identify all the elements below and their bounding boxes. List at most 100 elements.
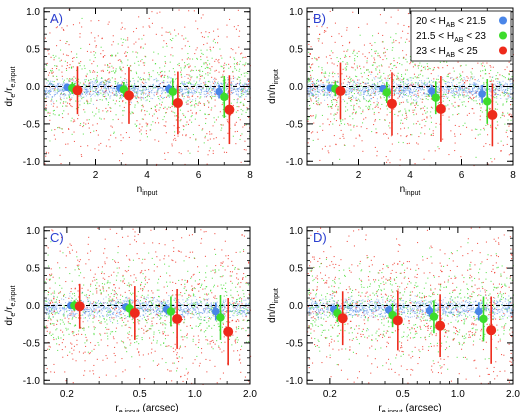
point-bright [355,97,357,99]
point-faint [325,30,327,32]
point-bright [416,101,418,103]
point-mid [239,60,241,62]
point-bright [96,84,98,86]
point-faint [121,22,123,24]
point-bright [359,99,360,101]
point-faint [381,65,383,67]
point-faint [73,131,75,133]
point-faint [218,59,220,61]
point-faint [373,124,375,126]
point-bright [469,80,471,82]
point-mid [378,77,380,79]
point-faint [119,95,121,97]
point-mid [107,104,109,106]
point-mid [135,97,137,99]
point-faint [390,135,392,137]
point-mid [161,70,163,72]
point-mid [490,69,492,71]
point-faint [509,124,511,126]
point-faint [122,153,124,155]
point-mid [239,79,241,81]
point-mid [221,76,223,78]
point-bright [499,85,501,87]
point-bright [144,88,146,90]
point-faint [107,23,109,25]
point-bright [112,85,113,87]
point-mid [438,94,440,96]
point-bright [53,88,55,90]
point-mid [323,93,325,95]
point-mid [196,76,198,78]
point-mid [59,60,61,62]
point-mid [479,104,481,106]
data-point [72,85,83,96]
point-mid [428,95,430,97]
data-point [215,87,223,96]
point-bright [152,98,154,100]
point-faint [48,53,50,55]
point-bright [144,84,146,86]
point-mid [191,115,193,117]
point-mid [384,99,386,101]
point-bright [349,89,351,91]
point-mid [70,78,72,80]
point-mid [327,106,329,108]
point-bright [176,87,178,89]
point-bright [479,86,481,88]
point-bright [188,91,190,93]
point-mid [406,84,408,86]
point-bright [423,86,425,88]
point-mid [359,94,361,96]
point-faint [215,137,217,139]
point-mid [164,106,166,108]
point-mid [382,82,384,84]
point-bright [451,93,453,94]
point-bright [430,83,432,85]
point-mid [99,99,101,101]
point-bright [135,91,137,93]
point-faint [144,114,146,116]
point-bright [377,91,379,93]
point-mid [483,82,485,84]
point-mid [47,111,49,113]
point-faint [169,107,171,109]
point-mid [209,147,211,149]
point-mid [220,65,222,67]
point-bright [233,92,235,94]
point-faint [166,108,168,110]
point-faint [125,163,127,165]
point-bright [459,88,461,90]
point-bright [505,92,507,94]
point-bright [208,89,210,91]
point-faint [62,53,64,55]
point-mid [241,133,243,135]
point-faint [382,34,384,36]
point-bright [317,90,319,92]
point-bright [65,94,67,96]
point-mid [314,57,316,59]
point-faint [101,87,103,89]
point-mid [119,66,121,68]
point-faint [91,63,93,65]
point-faint [438,81,440,83]
point-bright [457,94,459,96]
point-mid [420,132,422,134]
point-bright [232,80,234,82]
point-bright [483,87,485,89]
point-mid [368,71,370,73]
point-bright [324,99,326,101]
point-mid [53,81,55,83]
point-mid [206,66,208,68]
point-faint [448,108,450,110]
point-mid [320,79,322,81]
point-mid [459,73,461,75]
point-faint [97,91,99,93]
point-faint [211,76,213,78]
point-mid [47,80,49,82]
point-faint [139,123,141,125]
point-mid [347,109,349,111]
point-mid [437,102,439,104]
point-mid [45,79,47,81]
point-bright [107,93,109,95]
point-faint [157,117,159,119]
